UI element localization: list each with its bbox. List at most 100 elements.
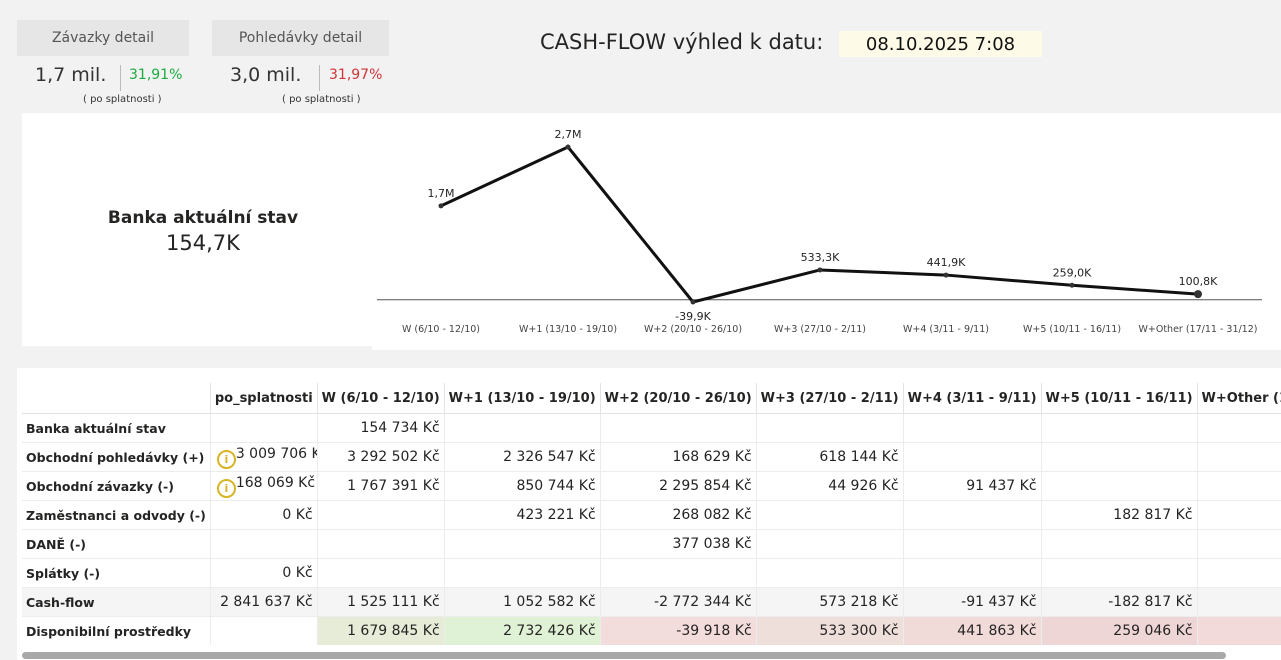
zavazky-separator	[120, 65, 121, 91]
table-cell	[209, 529, 318, 559]
table-header-row: po_splatnosti W (6/10 - 12/10) W+1 (13/10 …	[22, 383, 1281, 414]
data-point[interactable]	[1194, 290, 1202, 299]
table-cell	[902, 529, 1042, 559]
column-header[interactable]: W+5 (10/11 - 16/11)	[1040, 383, 1198, 414]
table-cell	[443, 558, 601, 588]
table-cell	[902, 500, 1042, 530]
info-icon[interactable]: i	[216, 449, 236, 469]
table-cell: -158 21	[1196, 587, 1281, 617]
table-row: Splátky (-) 0 Kč	[22, 558, 1281, 588]
table-cell	[316, 500, 445, 530]
cell-value: 259 046 Kč	[1113, 623, 1193, 639]
cell-value: 182 817 Kč	[1113, 507, 1193, 523]
horizontal-scrollbar[interactable]	[22, 652, 1226, 659]
cell-value: 2 295 854 Kč	[659, 478, 752, 494]
cell-value: -39 918 Kč	[676, 623, 752, 639]
pohledavky-detail-button[interactable]: Pohledávky detail	[212, 20, 389, 56]
data-label: 441,9K	[927, 256, 966, 269]
x-tick-label: W+3 (27/10 - 2/11)	[774, 324, 866, 335]
table-cell	[902, 413, 1042, 443]
info-icon[interactable]: i	[216, 478, 236, 498]
table-cell: 423 221 Kč	[443, 500, 601, 530]
data-point[interactable]	[438, 203, 444, 209]
table-cell: 618 144 Kč	[755, 442, 904, 472]
row-label: Splátky (-)	[22, 558, 211, 588]
cell-value: 1 525 111 Kč	[347, 594, 440, 610]
zavazky-detail-button[interactable]: Závazky detail	[17, 20, 189, 56]
table-cell	[755, 558, 904, 588]
table-cell: 100 82	[1196, 616, 1281, 645]
cell-value: 2 841 637 Kč	[220, 594, 313, 610]
cell-value: 2 326 547 Kč	[503, 449, 596, 465]
table-cell: 115 80	[1196, 500, 1281, 530]
table-cell: -182 817 Kč	[1040, 587, 1198, 617]
data-label: 100,8K	[1179, 275, 1218, 288]
table-cell: 3 292 502 Kč	[316, 442, 445, 472]
zavazky-note: ( po splatnosti )	[83, 94, 162, 105]
cell-value: -91 437 Kč	[961, 594, 1037, 610]
bank-status-value: 154,7K	[166, 231, 240, 255]
pohledavky-value: 3,0 mil.	[230, 64, 302, 86]
row-label: DANĚ (-)	[22, 529, 211, 559]
table-cell	[1196, 413, 1281, 443]
table-cell: 533 300 Kč	[755, 616, 904, 645]
column-header[interactable]: W+Other (17/11 - 31	[1196, 383, 1281, 414]
table-cell: 168 629 Kč	[599, 442, 757, 472]
cell-value: 1 679 845 Kč	[347, 623, 440, 639]
table-cell	[902, 558, 1042, 588]
table-cell	[1040, 529, 1198, 559]
cell-value: 154 734 Kč	[360, 420, 440, 436]
table-cell: 268 082 Kč	[599, 500, 757, 530]
cell-value: 268 082 Kč	[672, 507, 752, 523]
table-cell	[599, 558, 757, 588]
cashflow-table: po_splatnosti W (6/10 - 12/10) W+1 (13/10 …	[22, 383, 1281, 645]
column-header[interactable]: W (6/10 - 12/10)	[316, 383, 445, 414]
table-cell: i3 009 706 Kč	[209, 442, 318, 472]
data-label: 533,3K	[801, 251, 840, 264]
column-header[interactable]: W+2 (20/10 - 26/10)	[599, 383, 757, 414]
table-cell	[443, 413, 601, 443]
table-cell: 0 Kč	[209, 500, 318, 530]
table-cell: 154 734 Kč	[316, 413, 445, 443]
cell-value: -182 817 Kč	[1108, 594, 1193, 610]
column-header[interactable]: W+4 (3/11 - 9/11)	[902, 383, 1042, 414]
table-row: Disponibilní prostředky 1 679 845 Kč 2 732…	[22, 616, 1281, 645]
cashflow-table-container: po_splatnosti W (6/10 - 12/10) W+1 (13/10 …	[17, 368, 1281, 660]
table-row: Obchodní závazky (-) i 168 069 Kč 1 767 391…	[22, 471, 1281, 501]
table-cell	[1040, 442, 1198, 472]
table-cell	[1196, 442, 1281, 472]
data-label: 2,7M	[555, 128, 582, 141]
column-header[interactable]: po_splatnosti	[209, 383, 318, 414]
table-row: Zaměstnanci a odvody (-) 0 Kč 423 221 Kč 26…	[22, 500, 1281, 530]
cell-value: 1 052 582 Kč	[503, 594, 596, 610]
cell-value: 168 069 Kč	[235, 474, 316, 491]
data-point[interactable]	[1069, 282, 1075, 288]
data-point[interactable]	[565, 144, 571, 150]
column-header[interactable]: W+3 (27/10 - 2/11)	[755, 383, 904, 414]
zavazky-percent: 31,91%	[129, 67, 183, 83]
table-cell: 0 Kč	[209, 558, 318, 588]
table-cell: 44 926 Kč	[755, 471, 904, 501]
x-tick-label: W (6/10 - 12/10)	[402, 324, 480, 335]
table-row: DANĚ (-) 377 038 Kč 42 41	[22, 529, 1281, 559]
table-cell	[755, 500, 904, 530]
row-label: Banka aktuální stav	[22, 413, 211, 443]
table-row: Obchodní pohledávky (+)i3 009 706 Kč 3 29…	[22, 442, 1281, 472]
table-cell	[443, 529, 601, 559]
data-point[interactable]	[690, 299, 696, 305]
table-cell	[599, 413, 757, 443]
table-cell	[1196, 558, 1281, 588]
cell-value: 3 009 706 Kč	[235, 445, 317, 462]
report-date: 08.10.2025 7:08	[839, 31, 1042, 57]
column-header[interactable]: W+1 (13/10 - 19/10)	[443, 383, 601, 414]
table-cell: 91 437 Kč	[902, 471, 1042, 501]
table-cell	[1040, 413, 1198, 443]
row-label: Zaměstnanci a odvody (-)	[22, 500, 211, 530]
data-point[interactable]	[817, 267, 823, 273]
cell-value: 3 292 502 Kč	[347, 449, 440, 465]
data-point[interactable]	[943, 272, 949, 278]
table-cell: -2 772 344 Kč	[599, 587, 757, 617]
table-cell: 259 046 Kč	[1040, 616, 1198, 645]
table-cell: 1 052 582 Kč	[443, 587, 601, 617]
table-cell	[316, 558, 445, 588]
